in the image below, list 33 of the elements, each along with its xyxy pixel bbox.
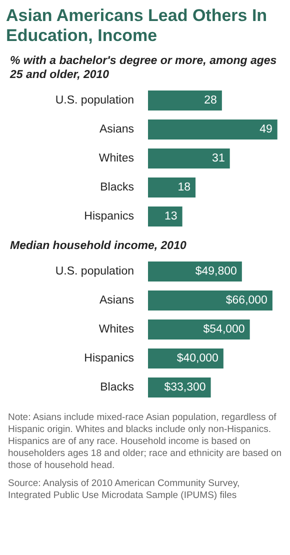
chart-title: Asian Americans Lead Others In Education, Income: [6, 6, 268, 46]
bar: [148, 320, 250, 340]
data-label: $49,800: [195, 266, 237, 278]
bar: [148, 206, 182, 226]
y-tick-label: Asians: [99, 124, 134, 136]
y-tick-label: Hispanics: [84, 210, 134, 222]
chart-subtitle: % with a bachelor's degree or more, among ages 25 and older, 2010: [10, 54, 278, 82]
chart-subtitle: Median household income, 2010: [10, 239, 188, 253]
data-label: 18: [178, 182, 191, 194]
data-label: $40,000: [176, 352, 218, 364]
y-tick-label: Blacks: [100, 382, 134, 394]
bar: [148, 178, 196, 198]
bar: [148, 120, 278, 140]
data-label: 13: [164, 210, 178, 222]
bar: [148, 290, 272, 310]
y-tick-label: Blacks: [100, 182, 134, 194]
text: Note: Asians include mixed-race Asian population, regardless of Hispanic origin. Whites and blacks include only non-Hispanics. Hispanics are of any race. Household income is based on householders ages 18 and older; race and ethnicity are based on those of household head.: [8, 412, 282, 472]
data-label: $33,300: [164, 382, 206, 394]
y-tick-label: Hispanics: [84, 352, 134, 364]
data-label: $66,000: [226, 294, 268, 306]
y-tick-label: U.S. population: [55, 94, 134, 106]
bar: [148, 148, 230, 168]
y-tick-label: Asians: [99, 294, 134, 306]
y-tick-label: Whites: [98, 324, 134, 336]
data-label: 49: [260, 124, 272, 136]
bar: [148, 262, 242, 282]
data-label: $54,000: [203, 324, 245, 336]
data-label: 28: [204, 94, 217, 106]
y-tick-label: U.S. population: [55, 266, 134, 278]
y-tick-label: Whites: [98, 152, 134, 164]
source-note: Source: Analysis of 2010 American Community Survey, Integrated Public Use Microdata Sample (IPUMS) files: [8, 478, 241, 502]
data-label: 31: [212, 152, 225, 164]
bar: [148, 90, 222, 110]
